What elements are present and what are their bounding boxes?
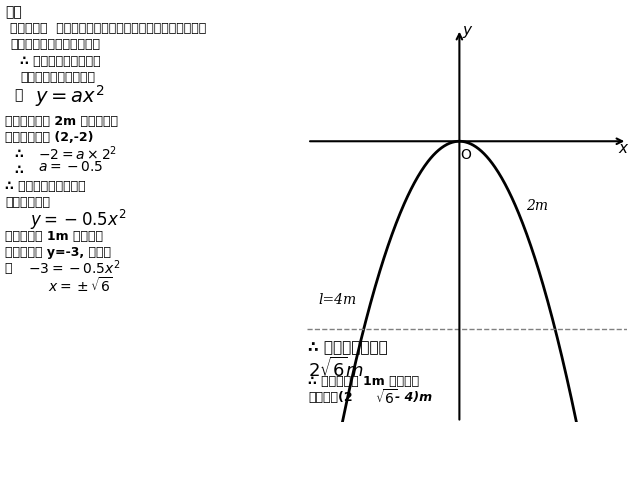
Text: ∴: ∴	[15, 148, 33, 161]
Text: $a=-0.5$: $a=-0.5$	[38, 160, 104, 174]
Text: ∴ 可设这条抛物线所表: ∴ 可设这条抛物线所表	[20, 55, 100, 68]
Text: ∴ 当水面下降 1m 时，水面: ∴ 当水面下降 1m 时，水面	[308, 375, 419, 388]
Text: 轴，建立平面直角坐标系。: 轴，建立平面直角坐标系。	[10, 38, 100, 51]
Text: 当水面下降 1m 时，水面: 当水面下降 1m 时，水面	[5, 230, 103, 243]
Text: 为: 为	[14, 88, 22, 102]
Text: 二次函数为：: 二次函数为：	[5, 196, 50, 209]
Text: $-3=-0.5x^2$: $-3=-0.5x^2$	[28, 258, 121, 276]
Text: 的纵坐标为 y=-3, 这时有: 的纵坐标为 y=-3, 这时有	[5, 246, 111, 259]
Text: $\sqrt{6}$: $\sqrt{6}$	[375, 388, 397, 407]
Text: 即抛物线过点 (2,-2): 即抛物线过点 (2,-2)	[5, 131, 93, 144]
Text: 当拱桥离水面 2m 时，水面宽: 当拱桥离水面 2m 时，水面宽	[5, 115, 118, 128]
Text: ∴ 这条抛物线所表示的: ∴ 这条抛物线所表示的	[5, 180, 86, 193]
Text: 2m: 2m	[525, 199, 548, 213]
Text: $y=ax^2$: $y=ax^2$	[35, 83, 104, 109]
Text: $x=\pm\sqrt{6}$: $x=\pm\sqrt{6}$	[48, 276, 113, 295]
Text: $y=-0.5x^2$: $y=-0.5x^2$	[30, 208, 127, 232]
Text: 解一: 解一	[5, 5, 22, 19]
Text: l=4m: l=4m	[319, 293, 357, 307]
Text: $-2=a\times2^2$: $-2=a\times2^2$	[38, 144, 117, 163]
Text: 示的二次函数的解析式: 示的二次函数的解析式	[20, 71, 95, 84]
Text: 如图所示，  以抛物线的顶点为原点，以抛物线的对称轴为: 如图所示， 以抛物线的顶点为原点，以抛物线的对称轴为	[10, 22, 206, 35]
Text: ：: ：	[5, 262, 21, 275]
Text: ∴ 这时水面宽度为: ∴ 这时水面宽度为	[308, 340, 388, 355]
Text: x: x	[619, 141, 628, 156]
Text: O: O	[460, 148, 470, 162]
Text: 宽度增加(2: 宽度增加(2	[308, 391, 353, 404]
Text: - 4)m: - 4)m	[395, 391, 432, 404]
Text: $2\sqrt{6}m$: $2\sqrt{6}m$	[308, 357, 364, 381]
Text: y: y	[462, 23, 471, 38]
Text: ∴: ∴	[15, 164, 33, 177]
